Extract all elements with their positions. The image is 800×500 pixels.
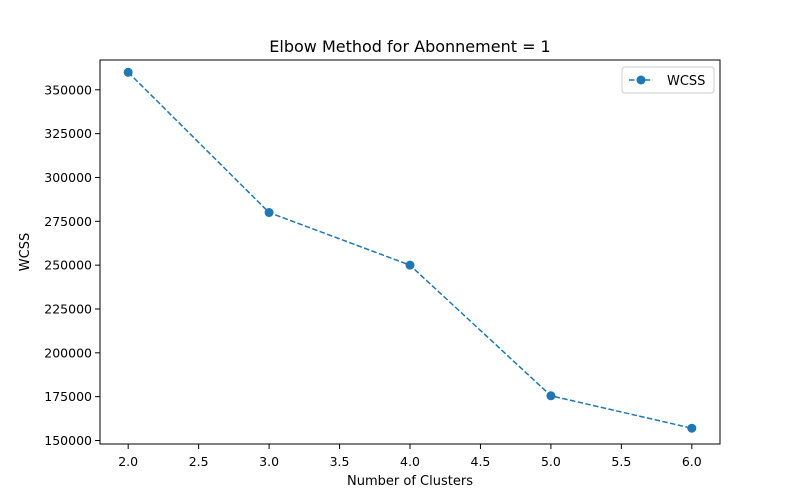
data-point	[405, 260, 415, 270]
x-tick-label: 6.0	[682, 454, 702, 469]
y-axis-label: WCSS	[18, 233, 33, 271]
data-point	[546, 391, 556, 401]
x-axis-label: Number of Clusters	[347, 474, 473, 489]
series-layer	[123, 67, 697, 433]
y-tick-label: 225000	[44, 301, 92, 316]
legend: WCSS	[621, 66, 715, 94]
data-point	[123, 67, 133, 77]
x-tick-label: 5.0	[541, 454, 561, 469]
y-tick-label: 250000	[44, 258, 92, 273]
legend-entry-wcss: WCSS	[667, 74, 705, 89]
y-axis: 150000 175000 200000 225000 250000 275000 3000…	[44, 82, 100, 448]
chart-title: Elbow Method for Abonnement = 1	[269, 37, 550, 56]
legend-marker-sample	[636, 75, 646, 85]
x-axis: 2.0 2.5 3.0 3.5 4.0 4.5 5.0 5.5 6.0	[118, 444, 702, 469]
y-tick-label: 200000	[44, 345, 92, 360]
data-point	[687, 423, 697, 433]
x-tick-label: 5.5	[611, 454, 631, 469]
y-tick-label: 350000	[44, 82, 92, 97]
x-tick-label: 4.5	[471, 454, 491, 469]
y-tick-label: 175000	[44, 389, 92, 404]
y-tick-label: 325000	[44, 126, 92, 141]
x-tick-label: 2.5	[189, 454, 209, 469]
x-tick-label: 3.5	[330, 454, 350, 469]
data-point	[264, 208, 274, 218]
x-tick-label: 4.0	[400, 454, 420, 469]
y-tick-label: 300000	[44, 170, 92, 185]
legend-box	[621, 66, 715, 94]
x-tick-label: 3.0	[259, 454, 279, 469]
y-tick-label: 275000	[44, 214, 92, 229]
y-tick-label: 150000	[44, 433, 92, 448]
x-tick-label: 2.0	[118, 454, 138, 469]
